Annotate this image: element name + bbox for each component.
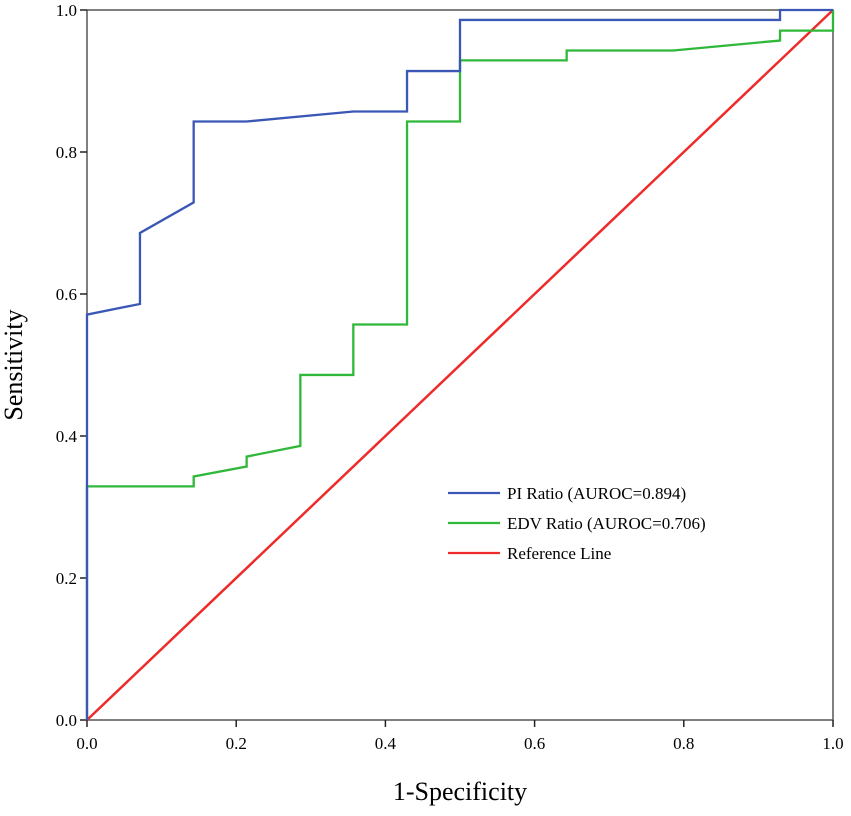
series-line-edv: [85, 10, 835, 720]
y-tick-label: 0.6: [56, 285, 77, 304]
y-tick-label: 0.0: [56, 711, 77, 730]
x-axis-label: 1-Specificity: [393, 777, 527, 806]
x-tick-label: 1.0: [822, 734, 843, 753]
series-line-reference: [86, 9, 834, 721]
x-tick-label: 0.0: [76, 734, 97, 753]
x-tick-label: 0.2: [226, 734, 247, 753]
legend-label: Reference Line: [507, 544, 611, 563]
y-tick-label: 0.4: [56, 427, 78, 446]
legend-label: EDV Ratio (AUROC=0.706): [507, 514, 706, 533]
y-tick-label: 0.2: [56, 569, 77, 588]
x-tick-label: 0.6: [524, 734, 545, 753]
y-axis-label: Sensitivity: [0, 309, 28, 420]
y-tick-label: 1.0: [56, 1, 77, 20]
y-tick-label: 0.8: [56, 143, 77, 162]
x-tick-label: 0.4: [375, 734, 397, 753]
series-line-pi: [85, 8, 833, 720]
x-tick-label: 0.8: [673, 734, 694, 753]
legend-label: PI Ratio (AUROC=0.894): [507, 484, 686, 503]
